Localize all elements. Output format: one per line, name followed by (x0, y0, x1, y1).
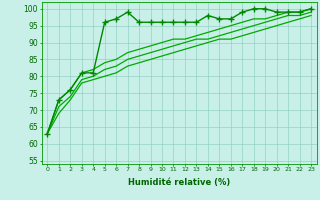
X-axis label: Humidité relative (%): Humidité relative (%) (128, 178, 230, 187)
